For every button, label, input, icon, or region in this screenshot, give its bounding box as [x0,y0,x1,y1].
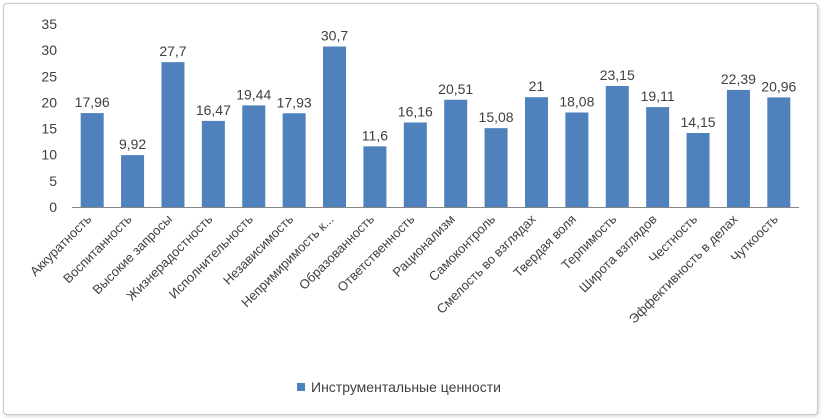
y-tick-label: 25 [41,68,57,84]
data-label: 30,7 [321,27,348,43]
data-label: 17,93 [277,94,312,110]
bar [80,113,104,207]
bar [605,85,629,207]
bar [121,155,145,207]
bar [565,112,589,207]
bar [444,99,468,207]
data-label: 14,15 [681,114,716,130]
bar [726,89,750,207]
y-tick-label: 10 [41,147,57,163]
data-label: 21 [529,78,545,94]
bar [363,146,387,207]
y-tick-label: 30 [41,42,57,58]
bar [646,107,670,207]
data-label: 16,16 [398,104,433,120]
data-label: 9,92 [119,136,146,152]
bar [242,105,266,207]
data-label: 17,96 [75,94,110,110]
bar [524,97,548,207]
bar [282,113,306,207]
chart-frame [3,3,818,415]
legend-swatch [297,383,305,391]
y-tick-label: 0 [49,199,57,215]
y-axis-ticks: 0 5 10 15 20 25 30 35 [41,16,57,215]
legend: Инструментальные ценности [297,379,501,395]
data-label: 20,96 [761,78,796,94]
y-tick-label: 20 [41,94,57,110]
data-label: 16,47 [196,102,231,118]
bar [767,97,791,207]
legend-label: Инструментальные ценности [311,379,501,395]
y-tick-label: 5 [49,173,57,189]
data-label: 11,6 [362,127,388,143]
data-label: 20,51 [438,81,473,97]
category-label: Независимость [220,211,296,287]
bar [484,128,508,207]
data-label: 23,15 [600,67,635,83]
bar [403,122,427,207]
y-tick-label: 15 [41,121,57,137]
data-label: 19,44 [236,86,271,102]
data-label: 15,08 [479,109,514,125]
data-label: 19,11 [641,88,675,104]
bar [686,133,710,207]
data-label: 27,7 [159,43,186,59]
bars [80,46,791,208]
bar [161,62,185,207]
bar [201,120,225,207]
data-label: 18,08 [559,93,594,109]
y-tick-label: 35 [41,16,57,32]
data-label: 22,39 [721,71,756,87]
bar [323,46,347,208]
data-labels: 17,96 9,92 27,7 16,47 19,44 17,93 30,7 11,6 16,1… [75,27,797,152]
